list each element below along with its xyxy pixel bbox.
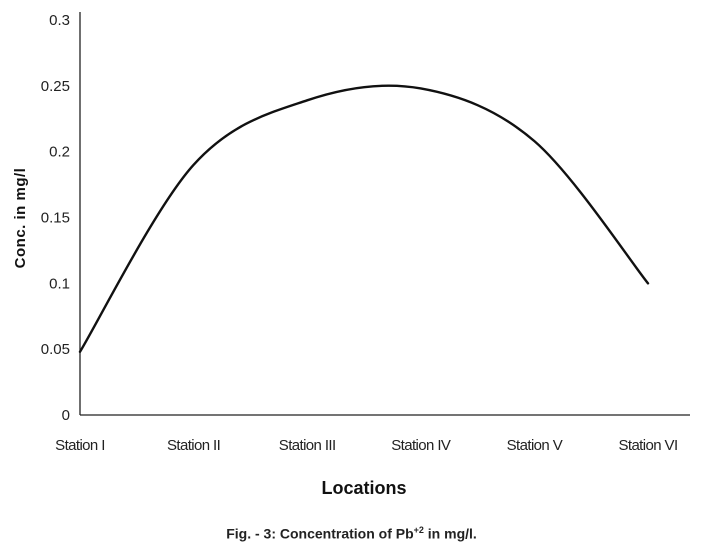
caption-superscript: +2	[413, 525, 424, 535]
y-tick-label: 0.25	[41, 78, 70, 95]
x-axis-title: Locations	[321, 478, 406, 498]
x-tick-label: Station IV	[391, 437, 451, 454]
y-tick-label: 0.05	[41, 341, 70, 358]
y-tick-label: 0.15	[41, 210, 70, 227]
caption-suffix: in mg/l.	[423, 525, 477, 542]
figure-caption: Fig. - 3: Concentration of Pb+2 in mg/l.	[0, 525, 703, 542]
series-lines	[78, 84, 650, 353]
x-tick-label: Station V	[507, 437, 563, 454]
caption-text: Fig. - 3: Concentration of Pb	[226, 525, 414, 542]
y-tick-label: 0.2	[49, 144, 70, 161]
y-axis-title: Conc. in mg/l	[12, 168, 29, 269]
x-tick-label: Station VI	[618, 437, 677, 454]
x-tick-label: Station I	[55, 437, 105, 454]
y-tick-label: 0.3	[49, 12, 70, 29]
y-tick-labels: 0 0.05 0.1 0.15 0.2 0.25 0.3	[41, 12, 70, 424]
chart-axes	[79, 12, 690, 416]
x-tick-label: Station III	[279, 437, 336, 454]
y-tick-label: 0	[62, 407, 70, 424]
series-line	[78, 84, 650, 353]
y-tick-label: 0.1	[49, 275, 70, 292]
line-chart: 00.050.10.150.20.250.3 Station I Station …	[12, 12, 690, 498]
x-tick-labels: Station I Station II Station III Station IV…	[55, 437, 678, 454]
x-tick-label: Station II	[167, 437, 220, 454]
